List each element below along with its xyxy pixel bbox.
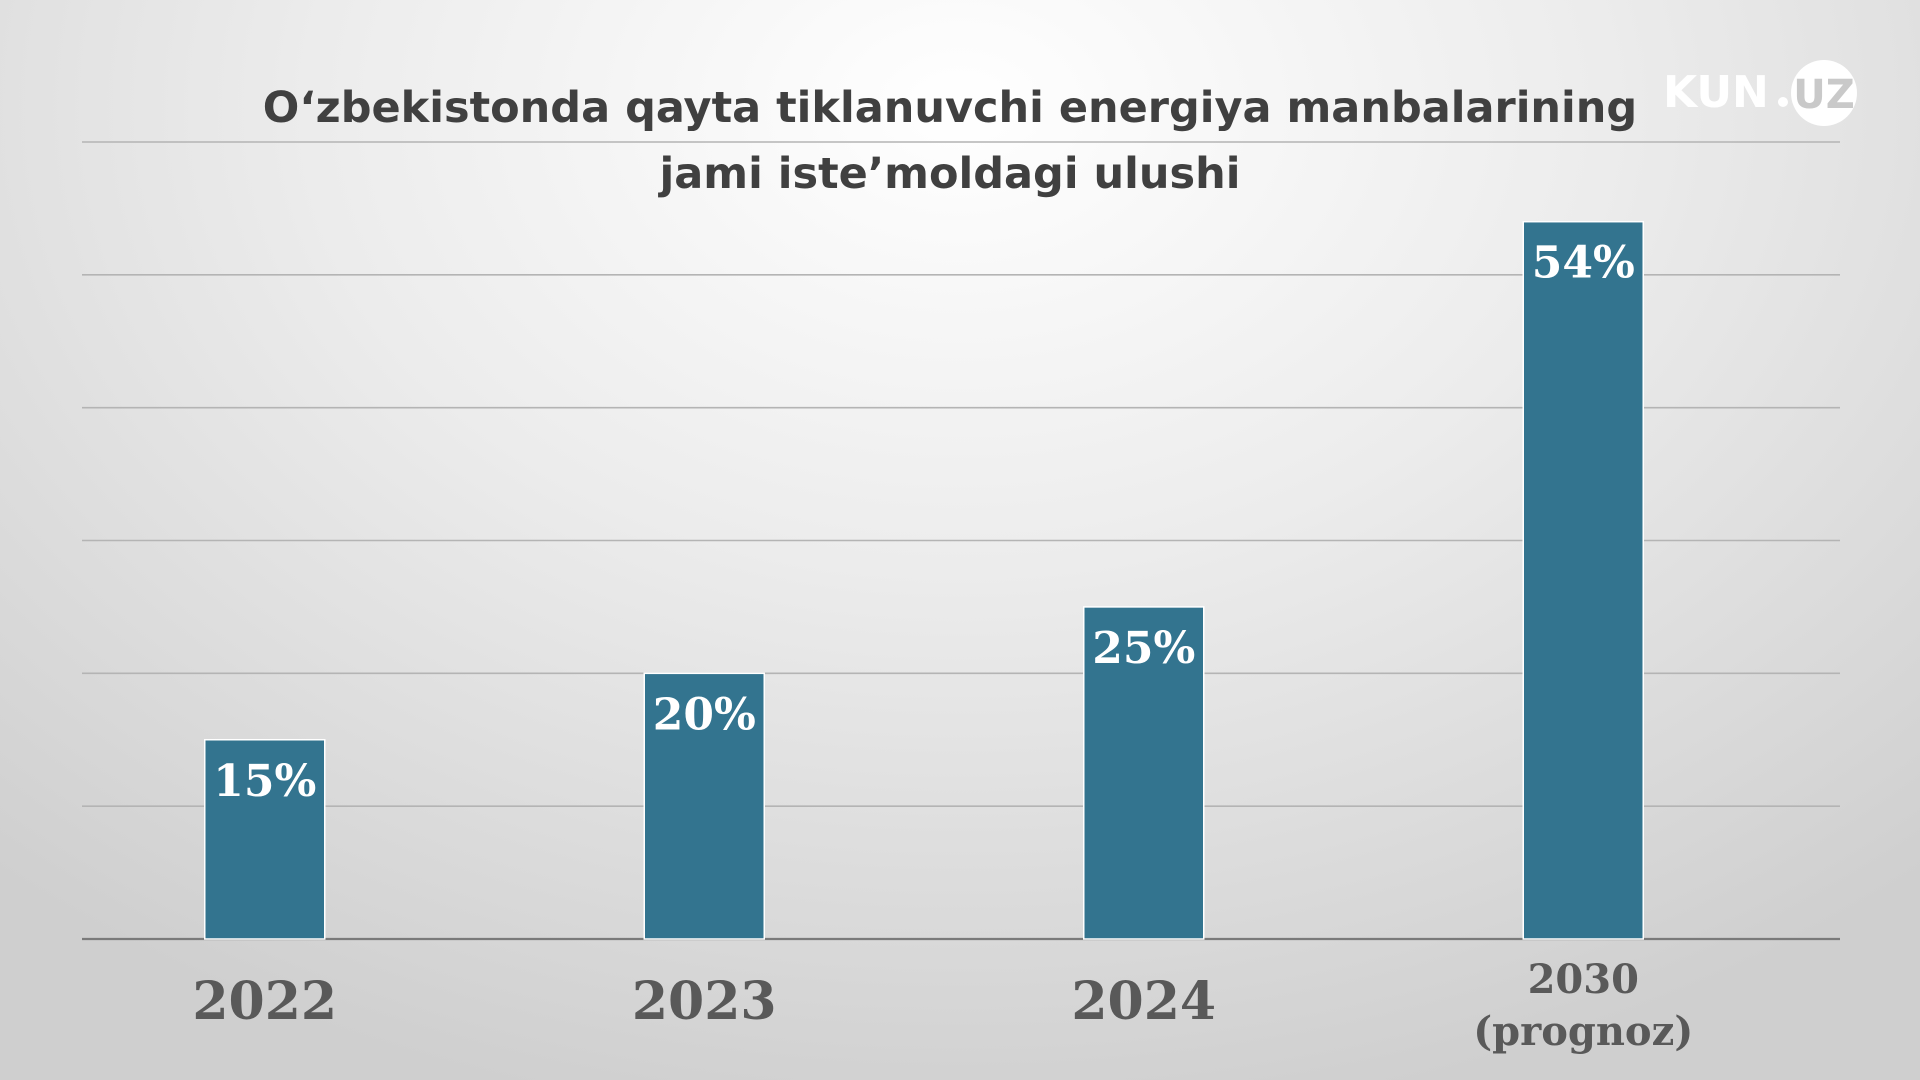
logo-kun-text: KUN bbox=[1663, 67, 1769, 118]
chart-x-ticks: 2022 2023 2024 2030 (prognoz) bbox=[192, 956, 1693, 1055]
bar-2 bbox=[1083, 606, 1205, 940]
chart-title: O‘zbekistonda qayta tiklanuvchi energiya… bbox=[260, 75, 1640, 207]
chart-title-line-1: O‘zbekistonda qayta tiklanuvchi energiya… bbox=[262, 83, 1638, 133]
chart-data-labels: 15% 20% 25% 54% bbox=[213, 238, 1635, 807]
data-label-0: 15% bbox=[213, 756, 316, 807]
x-tick-label-0: 2022 bbox=[192, 971, 337, 1032]
bar-3 bbox=[1522, 220, 1644, 940]
logo-dot bbox=[1778, 97, 1788, 107]
chart-bars bbox=[204, 220, 1644, 940]
x-tick-label-3-line-1: (prognoz) bbox=[1473, 1008, 1693, 1055]
data-label-2: 25% bbox=[1092, 623, 1195, 674]
logo-circle bbox=[1791, 60, 1857, 126]
chart-title-line-2: jami iste’moldagi ulushi bbox=[659, 149, 1241, 199]
data-label-3: 54% bbox=[1532, 238, 1635, 289]
kun-uz-logo: KUN UZ bbox=[1663, 60, 1857, 126]
bar-1 bbox=[643, 672, 765, 940]
data-label-1: 20% bbox=[653, 689, 756, 740]
x-tick-label-3-line-0: 2030 bbox=[1528, 956, 1639, 1003]
logo-uz-text: UZ bbox=[1793, 72, 1854, 118]
x-tick-label-1: 2023 bbox=[632, 971, 777, 1032]
x-tick-label-2: 2024 bbox=[1071, 971, 1216, 1032]
bar-0 bbox=[204, 739, 326, 940]
